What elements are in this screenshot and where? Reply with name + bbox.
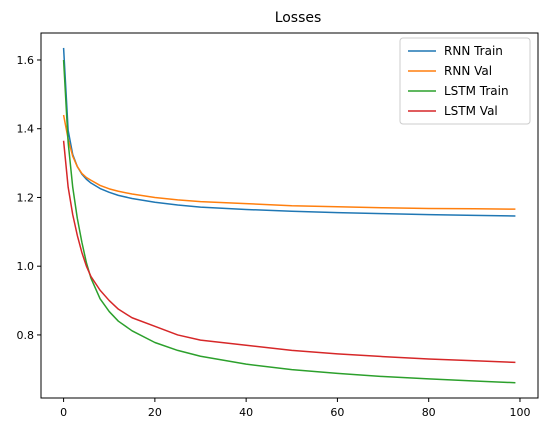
x-tick-label: 40 (239, 406, 253, 419)
x-tick-label: 0 (60, 406, 67, 419)
legend: RNN Train RNN Val LSTM Train LSTM Val (399, 37, 531, 125)
y-tick-label: 1.2 (17, 191, 35, 204)
x-tick-label: 80 (422, 406, 436, 419)
legend-label: LSTM Val (444, 104, 498, 118)
legend-label: RNN Val (444, 64, 492, 78)
y-tick-label: 0.8 (17, 329, 35, 342)
x-tick-label: 20 (148, 406, 162, 419)
y-axis: 0.8 1.0 1.2 1.4 1.6 (17, 54, 41, 342)
plot-frame (40, 32, 539, 399)
y-tick-label: 1.0 (17, 260, 35, 273)
legend-label: LSTM Train (444, 84, 509, 98)
series-line-2 (62, 59, 516, 384)
x-axis: 0 20 40 60 80 100 (60, 398, 530, 419)
x-tick-label: 60 (330, 406, 344, 419)
legend-box (399, 37, 531, 125)
series-line-3 (62, 140, 516, 364)
series-line-1 (62, 114, 516, 210)
legend-label: RNN Train (444, 44, 503, 58)
y-tick-label: 1.6 (17, 54, 35, 67)
y-tick-label: 1.4 (17, 123, 35, 136)
series-layer (62, 47, 516, 384)
x-tick-label: 100 (509, 406, 530, 419)
chart-title: Losses (275, 10, 322, 26)
